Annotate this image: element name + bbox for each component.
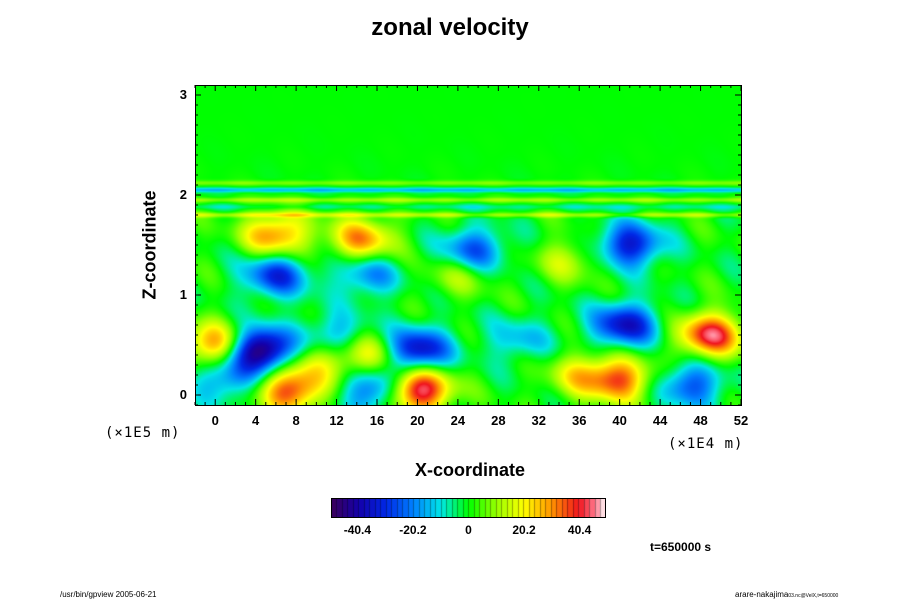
x-scale-label: (×1E4 m) bbox=[668, 436, 744, 452]
x-tick-label: 8 bbox=[292, 413, 300, 428]
x-tick-label: 32 bbox=[531, 413, 546, 428]
x-axis-label: X-coordinate bbox=[414, 460, 525, 480]
x-tick-label: 44 bbox=[652, 413, 668, 428]
y-tick-label: 1 bbox=[179, 287, 187, 302]
x-tick-label: 12 bbox=[329, 413, 344, 428]
x-tick-label: 40 bbox=[612, 413, 627, 428]
x-tick-label: 52 bbox=[733, 413, 749, 428]
chart-title: zonal velocity bbox=[371, 14, 529, 41]
y-scale-label: (×1E5 m) bbox=[105, 425, 181, 441]
y-tick-label: 2 bbox=[179, 187, 187, 202]
x-tick-label: 4 bbox=[252, 413, 260, 428]
colorbar bbox=[331, 498, 606, 518]
colorbar-tick-label: -20.2 bbox=[399, 523, 427, 537]
colorbar-tick-label: 20.2 bbox=[512, 523, 536, 537]
x-tick-label: 0 bbox=[211, 413, 219, 428]
x-tick-label: 24 bbox=[450, 413, 466, 428]
x-tick-label: 16 bbox=[369, 413, 385, 428]
x-tick-label: 28 bbox=[491, 413, 506, 428]
colorbar-tick-label: 0 bbox=[465, 523, 472, 537]
footer-right-sub: 03.nc@VelX,t=650000 bbox=[788, 593, 839, 599]
y-tick-label: 3 bbox=[179, 87, 187, 102]
colorbar-frame bbox=[331, 498, 606, 518]
colorbar-tick-label: -40.4 bbox=[343, 523, 372, 537]
x-tick-label: 36 bbox=[571, 413, 587, 428]
x-tick-label: 48 bbox=[693, 413, 708, 428]
time-label: t=650000 s bbox=[650, 540, 712, 554]
y-axis-label: Z-coordinate bbox=[139, 190, 160, 300]
x-tick-label: 20 bbox=[410, 413, 425, 428]
heatmap-plot bbox=[195, 85, 741, 405]
colorbar-tick-label: 40.4 bbox=[567, 523, 592, 537]
footer-right: arare-nakajima03.nc@VelX,t=650000 bbox=[735, 590, 838, 599]
footer-left: /usr/bin/gpview 2005-06-21 bbox=[60, 590, 157, 599]
y-tick-label: 0 bbox=[179, 387, 187, 402]
footer-right-main: arare-nakajima bbox=[735, 590, 789, 599]
